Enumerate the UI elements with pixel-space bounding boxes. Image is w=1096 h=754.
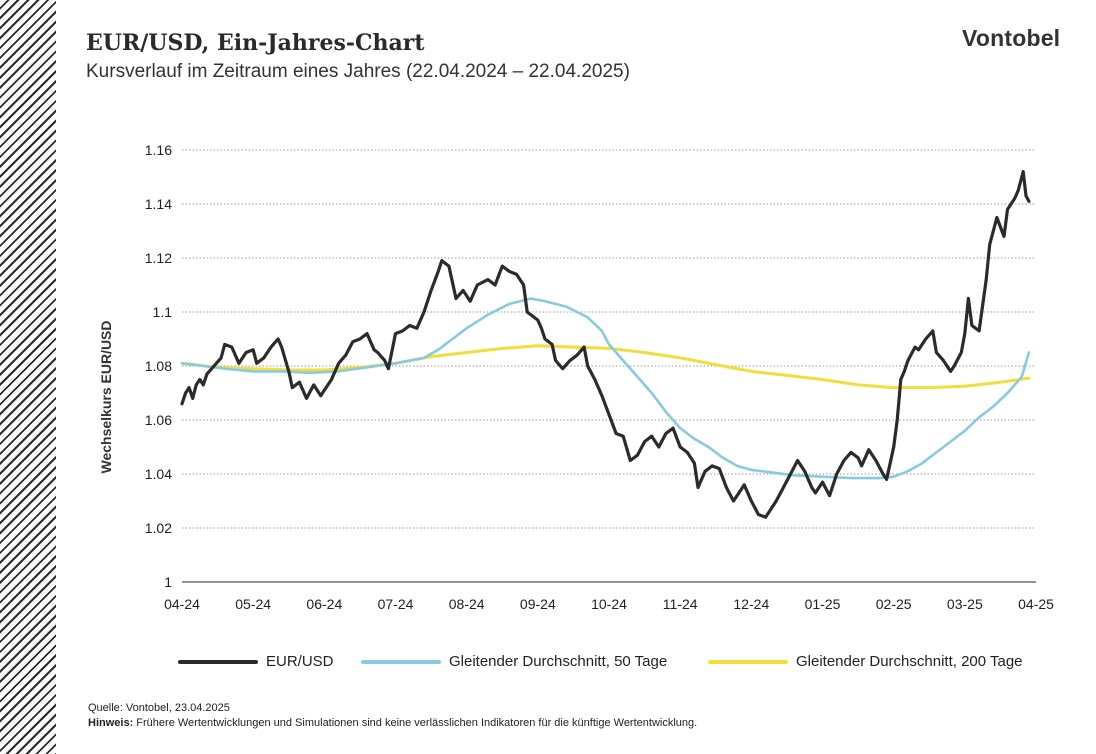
disclaimer-text: Frühere Wertentwicklungen und Simulation… [133,717,698,729]
y-axis-title: Wechselkurs EUR/USD [98,320,114,474]
x-tick-label: 08-24 [449,596,485,612]
legend-label-ma50: Gleitender Durchschnitt, 50 Tage [449,653,668,670]
x-tick-label: 04-24 [164,596,200,612]
y-tick-label: 1.16 [145,142,172,158]
y-tick-label: 1.12 [145,250,172,266]
legend-swatch-ma50 [361,659,441,664]
x-tick-label: 03-25 [947,596,983,612]
x-tick-label: 05-24 [235,596,271,612]
x-tick-label: 06-24 [306,596,342,612]
x-tick-label: 07-24 [378,596,414,612]
x-tick-label: 04-25 [1018,596,1054,612]
y-tick-label: 1.06 [145,412,172,428]
series-line-eurusd [180,170,1031,519]
source-note: Quelle: Vontobel, 23.04.2025 [88,702,230,714]
x-tick-label: 02-25 [876,596,912,612]
legend-swatch-eurusd [178,659,258,664]
series-line-ma200 [180,344,1031,390]
legend-item-eurusd: EUR/USD [178,653,334,670]
y-tick-label: 1.14 [145,196,172,212]
x-tick-label: 09-24 [520,596,556,612]
x-tick-label: 12-24 [733,596,769,612]
legend-label-ma200: Gleitender Durchschnitt, 200 Tage [796,653,1023,670]
chart-subtitle: Kursverlauf im Zeitraum eines Jahres (22… [86,61,630,82]
legend-item-ma200: Gleitender Durchschnitt, 200 Tage [708,653,1023,670]
decorative-stripe [0,0,56,754]
brand-logo: Vontobel [962,25,1061,51]
x-tick-label: 11-24 [663,596,698,612]
chart-title: EUR/USD, Ein-Jahres-Chart [86,30,425,56]
legend-label-eurusd: EUR/USD [266,653,334,670]
x-tick-label: 01-25 [805,596,841,612]
y-tick-label: 1 [164,574,172,590]
disclaimer-note: Hinweis: Frühere Wertentwicklungen und S… [88,717,697,729]
legend-swatch-ma200 [708,659,788,664]
disclaimer-label: Hinweis: [88,717,134,729]
legend-item-ma50: Gleitender Durchschnitt, 50 Tage [361,653,667,670]
y-tick-label: 1.08 [145,358,172,374]
x-tick-label: 10-24 [591,596,627,612]
y-tick-label: 1.1 [153,304,173,320]
y-tick-label: 1.02 [145,520,172,536]
y-tick-label: 1.04 [145,466,172,482]
